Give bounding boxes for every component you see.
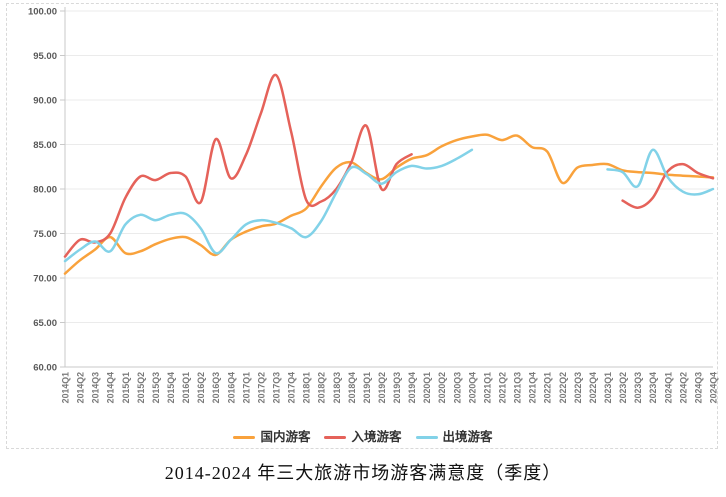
y-tick-label: 60.00 xyxy=(33,363,57,374)
line-inbound xyxy=(63,73,413,258)
chart-canvas: 60.00 65.00 70.00 75.00 80.00 85.00 90.00 95.00… xyxy=(28,7,719,404)
x-tick-label: 2018Q4 xyxy=(347,372,357,403)
x-tick-label: 2018Q3 xyxy=(332,372,342,403)
chart-legend: 国内游客 入境游客 出境游客 xyxy=(0,429,726,445)
x-tick-label: 2014Q2 xyxy=(76,372,86,403)
legend-swatch-outbound xyxy=(415,435,438,439)
x-tick-label: 2015Q2 xyxy=(136,372,146,403)
x-tick-label: 2024Q3 xyxy=(693,372,703,403)
x-tick-label: 2022Q4 xyxy=(588,372,598,403)
x-tick-label: 2019Q1 xyxy=(362,372,372,403)
x-tick-label: 2017Q4 xyxy=(287,372,297,403)
x-tick-label: 2020Q1 xyxy=(422,372,432,403)
y-gridlines xyxy=(60,7,713,368)
x-tick-label: 2023Q2 xyxy=(618,372,628,403)
legend-swatch-inbound xyxy=(324,435,347,439)
y-tick-label: 90.00 xyxy=(33,96,57,107)
x-tick-label: 2019Q3 xyxy=(392,372,402,403)
x-tick-label: 2021Q4 xyxy=(528,372,538,403)
x-tick-label: 2020Q2 xyxy=(437,372,447,403)
legend-label-inbound: 入境游客 xyxy=(351,429,402,444)
x-tick-label: 2019Q2 xyxy=(377,372,387,403)
x-tick-label: 2021Q3 xyxy=(513,372,523,403)
legend-label-outbound: 出境游客 xyxy=(442,429,493,444)
x-tick-label: 2023Q3 xyxy=(633,372,643,403)
x-tick-label: 2018Q1 xyxy=(302,372,312,403)
x-tick-label: 2016Q1 xyxy=(181,372,191,403)
x-tick-label: 2021Q1 xyxy=(482,372,492,403)
x-tick-label: 2022Q3 xyxy=(573,372,583,403)
y-tick-label: 65.00 xyxy=(33,318,57,329)
x-tick-label: 2018Q2 xyxy=(317,372,327,403)
x-tick-label: 2024Q2 xyxy=(678,372,688,403)
legend-swatch-domestic xyxy=(233,435,256,439)
y-tick-label: 75.00 xyxy=(33,229,57,240)
line-outbound xyxy=(63,148,474,263)
x-tick-label: 2021Q2 xyxy=(498,372,508,403)
x-tick-label: 2019Q4 xyxy=(407,372,417,403)
chart-title: 2014-2024 年三大旅游市场游客满意度（季度） xyxy=(164,463,562,483)
y-tick-label: 85.00 xyxy=(33,140,57,151)
y-tick-label: 95.00 xyxy=(33,51,57,62)
x-tick-label: 2024Q1 xyxy=(663,372,673,403)
x-tick-label: 2015Q3 xyxy=(151,372,161,403)
x-tick-label: 2015Q4 xyxy=(166,372,176,403)
x-tick-label: 2016Q4 xyxy=(226,372,236,403)
x-tick-label: 2014Q3 xyxy=(91,372,101,403)
x-tick-label: 2020Q4 xyxy=(467,372,477,403)
x-tick-label: 2017Q2 xyxy=(256,372,266,403)
x-tick-label: 2016Q3 xyxy=(211,372,221,403)
x-tick-label: 2020Q3 xyxy=(452,372,462,403)
legend-item-outbound[interactable]: 出境游客 xyxy=(415,429,493,444)
x-tick-label: 2024Q4 xyxy=(709,372,719,403)
y-tick-label: 70.00 xyxy=(33,274,57,285)
legend-item-inbound[interactable]: 入境游客 xyxy=(324,429,402,444)
x-tick-label: 2023Q4 xyxy=(648,372,658,403)
series-lines xyxy=(63,73,715,275)
x-tick-label: 2022Q2 xyxy=(558,372,568,403)
x-tick-label: 2022Q1 xyxy=(543,372,553,403)
x-axis-labels: 2014Q1 2014Q2 2014Q3 2014Q4 2015Q1 2015Q2 2015… xyxy=(61,372,719,403)
line-domestic xyxy=(63,133,715,275)
x-tick-label: 2017Q3 xyxy=(271,372,281,403)
x-tick-label: 2017Q1 xyxy=(241,372,251,403)
y-tick-label: 80.00 xyxy=(33,185,57,196)
legend-label-domestic: 国内游客 xyxy=(260,429,311,444)
line-outbound xyxy=(606,148,715,196)
x-tick-label: 2016Q2 xyxy=(196,372,206,403)
x-tick-label: 2023Q1 xyxy=(603,372,613,403)
y-axis-labels: 60.00 65.00 70.00 75.00 80.00 85.00 90.00 95.00… xyxy=(28,7,57,374)
x-tick-label: 2014Q1 xyxy=(61,372,71,403)
line-inbound xyxy=(621,162,715,209)
legend-item-domestic[interactable]: 国内游客 xyxy=(233,431,310,444)
x-tick-label: 2014Q4 xyxy=(106,372,116,403)
y-tick-label: 100.00 xyxy=(28,7,57,18)
x-tick-label: 2015Q1 xyxy=(121,372,131,403)
